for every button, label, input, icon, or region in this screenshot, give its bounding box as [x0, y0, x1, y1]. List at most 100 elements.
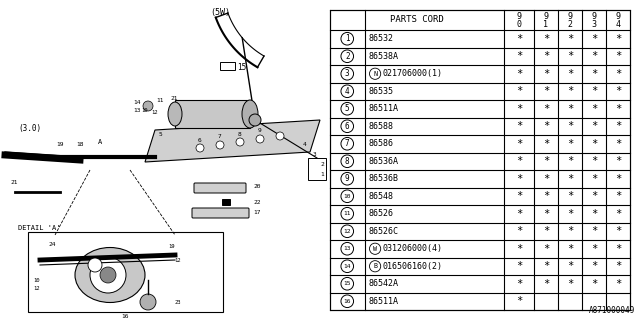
Text: 13: 13 — [344, 246, 351, 251]
Text: *: * — [591, 174, 597, 184]
Text: N: N — [373, 71, 377, 77]
Text: *: * — [543, 226, 549, 236]
Text: *: * — [543, 51, 549, 61]
Circle shape — [196, 144, 204, 152]
Text: *: * — [516, 121, 522, 131]
Text: *: * — [567, 156, 573, 166]
Ellipse shape — [242, 100, 258, 128]
Text: 8: 8 — [345, 157, 349, 166]
Text: *: * — [516, 279, 522, 289]
Circle shape — [100, 267, 116, 283]
Text: 10: 10 — [34, 277, 40, 283]
FancyBboxPatch shape — [194, 183, 246, 193]
Text: 3: 3 — [345, 69, 349, 78]
Text: *: * — [516, 86, 522, 96]
Text: *: * — [543, 209, 549, 219]
Text: W: W — [373, 246, 377, 252]
Text: *: * — [615, 209, 621, 219]
Text: *: * — [543, 156, 549, 166]
Text: *: * — [615, 34, 621, 44]
Text: 86511A: 86511A — [369, 104, 399, 113]
Text: *: * — [543, 86, 549, 96]
Ellipse shape — [168, 102, 182, 126]
Text: (5W): (5W) — [210, 7, 230, 17]
Text: 16: 16 — [344, 299, 351, 304]
Text: PARTS CORD: PARTS CORD — [390, 15, 444, 25]
Text: *: * — [516, 296, 522, 306]
Text: 16: 16 — [122, 314, 129, 318]
Text: *: * — [516, 226, 522, 236]
Text: 9: 9 — [616, 12, 621, 21]
Text: 6: 6 — [198, 138, 202, 142]
Text: *: * — [567, 121, 573, 131]
Text: *: * — [615, 121, 621, 131]
Text: *: * — [591, 34, 597, 44]
Text: DETAIL 'A': DETAIL 'A' — [18, 225, 61, 231]
Text: *: * — [615, 104, 621, 114]
Text: 2: 2 — [345, 52, 349, 61]
Text: B: B — [373, 263, 377, 269]
Text: *: * — [615, 156, 621, 166]
Bar — [330, 10, 630, 310]
Text: *: * — [567, 261, 573, 271]
Text: *: * — [615, 86, 621, 96]
Text: *: * — [567, 69, 573, 79]
Circle shape — [236, 138, 244, 146]
Text: 8: 8 — [238, 132, 242, 137]
Text: *: * — [591, 156, 597, 166]
Text: *: * — [591, 69, 597, 79]
Text: 86526: 86526 — [369, 209, 394, 218]
Text: *: * — [516, 51, 522, 61]
Text: (3.0): (3.0) — [18, 124, 41, 132]
Text: *: * — [543, 34, 549, 44]
Circle shape — [143, 101, 153, 111]
Text: A: A — [98, 139, 102, 145]
Text: *: * — [591, 191, 597, 201]
Text: 20: 20 — [253, 185, 260, 189]
Text: 6: 6 — [345, 122, 349, 131]
Text: *: * — [591, 279, 597, 289]
Text: 14: 14 — [344, 264, 351, 269]
Text: 9: 9 — [258, 129, 262, 133]
Text: *: * — [615, 244, 621, 254]
Text: 14: 14 — [133, 100, 141, 105]
Text: 11: 11 — [156, 98, 164, 102]
Text: *: * — [615, 51, 621, 61]
Text: 4: 4 — [303, 142, 307, 148]
Text: 21: 21 — [10, 180, 17, 185]
Text: 12: 12 — [152, 110, 158, 116]
Text: 016506160(2): 016506160(2) — [383, 262, 443, 271]
Text: *: * — [516, 174, 522, 184]
Text: *: * — [567, 34, 573, 44]
Text: 86542A: 86542A — [369, 279, 399, 288]
Text: 10: 10 — [344, 194, 351, 199]
Text: 5: 5 — [158, 132, 162, 137]
Text: *: * — [591, 86, 597, 96]
Text: 2: 2 — [568, 20, 573, 29]
Text: 21: 21 — [170, 95, 177, 100]
Text: *: * — [615, 139, 621, 149]
Text: *: * — [543, 69, 549, 79]
Circle shape — [249, 114, 261, 126]
Text: 9: 9 — [543, 12, 548, 21]
Text: 10: 10 — [141, 108, 148, 113]
Text: *: * — [567, 174, 573, 184]
Circle shape — [216, 141, 224, 149]
Text: 12: 12 — [344, 229, 351, 234]
Text: 11: 11 — [344, 211, 351, 216]
Text: *: * — [543, 279, 549, 289]
Text: *: * — [567, 191, 573, 201]
Text: *: * — [615, 69, 621, 79]
Text: 7: 7 — [218, 134, 222, 140]
Text: *: * — [567, 244, 573, 254]
Text: 86511A: 86511A — [369, 297, 399, 306]
Text: *: * — [591, 104, 597, 114]
Text: 021706000(1): 021706000(1) — [383, 69, 443, 78]
Text: *: * — [516, 191, 522, 201]
Text: 12: 12 — [34, 285, 40, 291]
Text: *: * — [516, 209, 522, 219]
Bar — [308, 158, 326, 180]
Bar — [175, 100, 250, 128]
Text: 9: 9 — [516, 12, 522, 21]
Text: *: * — [591, 244, 597, 254]
